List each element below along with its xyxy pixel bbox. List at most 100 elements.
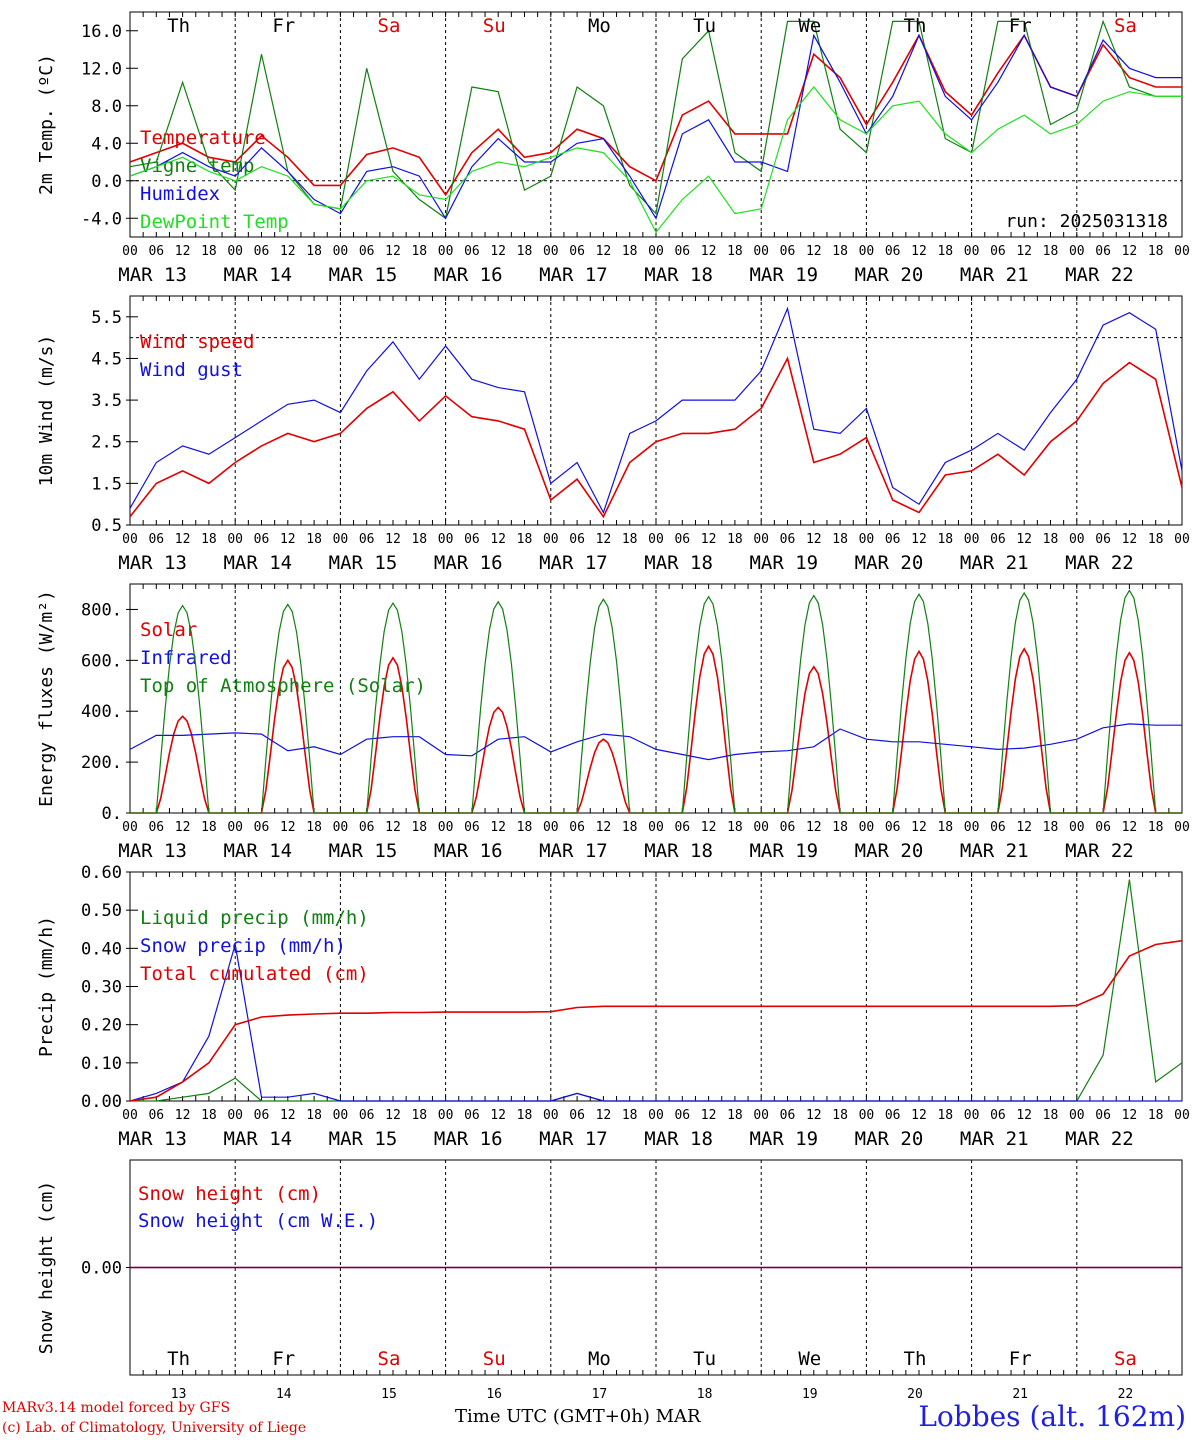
y-axis-label: Precip (mm/h) (36, 916, 57, 1057)
date-label: MAR 19 (749, 840, 818, 862)
hour-tick-label: 18 (411, 1108, 427, 1123)
legend-entry: DewPoint Temp (140, 211, 289, 233)
hour-tick-label: 12 (806, 532, 822, 547)
hour-tick-label: 06 (674, 820, 690, 835)
hour-tick-label: 18 (1043, 1108, 1059, 1123)
hour-tick-label: 18 (622, 244, 638, 259)
hour-tick-label: 06 (780, 532, 796, 547)
hour-tick-label: 06 (254, 244, 270, 259)
hour-tick-label: 12 (175, 532, 191, 547)
hour-tick-label: 18 (727, 1108, 743, 1123)
hour-tick-label: 06 (464, 820, 480, 835)
legend-entry: Snow height (cm) (138, 1183, 321, 1205)
hour-tick-label: 06 (1095, 1108, 1111, 1123)
weekday-label: Fr (1009, 15, 1032, 37)
y-tick-label: 0.0 (91, 172, 122, 192)
day-number-label: 22 (1118, 1387, 1134, 1402)
weekday-label: Sa (1114, 15, 1137, 37)
hour-tick-label: 12 (175, 1108, 191, 1123)
date-label: MAR 22 (1065, 552, 1134, 574)
hour-tick-label: 00 (648, 1108, 664, 1123)
date-label: MAR 21 (960, 1128, 1029, 1150)
hour-tick-label: 18 (937, 1108, 953, 1123)
date-label: MAR 13 (118, 552, 187, 574)
hour-tick-label: 12 (596, 1108, 612, 1123)
station-label: Lobbes (alt. 162m) (918, 1400, 1186, 1433)
hour-tick-label: 18 (727, 820, 743, 835)
hour-tick-label: 00 (438, 1108, 454, 1123)
credit-line-2: (c) Lab. of Climatology, University of L… (2, 1420, 307, 1436)
hour-tick-label: 00 (1174, 532, 1190, 547)
panel-frame (129, 11, 1183, 238)
hour-tick-label: 06 (990, 1108, 1006, 1123)
hour-tick-label: 00 (227, 1108, 243, 1123)
y-axis-label: Energy fluxes (W/m²) (36, 590, 57, 807)
hour-tick-label: 00 (753, 1108, 769, 1123)
legend-entry: Snow height (cm W.E.) (138, 1210, 378, 1232)
hour-tick-label: 12 (1016, 532, 1032, 547)
hour-tick-label: 00 (753, 532, 769, 547)
hour-tick-label: 06 (1095, 820, 1111, 835)
hour-tick-label: 06 (148, 820, 164, 835)
hour-tick-label: 00 (227, 532, 243, 547)
time-axis-title: Time UTC (GMT+0h) MAR (455, 1406, 701, 1427)
hour-tick-label: 12 (701, 1108, 717, 1123)
day-number-label: 17 (592, 1387, 608, 1402)
hour-tick-label: 18 (201, 820, 217, 835)
series-line (129, 723, 1182, 761)
legend-entry: Wind speed (140, 331, 254, 353)
series-line (129, 19, 1182, 220)
date-label: MAR 20 (855, 1128, 924, 1150)
hour-tick-label: 12 (490, 244, 506, 259)
hour-tick-label: 12 (596, 244, 612, 259)
hour-tick-label: 12 (490, 820, 506, 835)
hour-tick-label: 18 (622, 820, 638, 835)
y-tick-label: -4.0 (81, 209, 122, 229)
hour-tick-label: 18 (832, 1108, 848, 1123)
hour-tick-label: 18 (1148, 1108, 1164, 1123)
run-label: run: 2025031318 (1005, 211, 1168, 232)
time-axis-label: Time UTC (GMT+0h) (455, 1406, 650, 1427)
series-line (129, 86, 1182, 234)
y-tick-label: 600. (81, 651, 122, 671)
hour-tick-label: 18 (1043, 820, 1059, 835)
y-tick-label: 0.50 (81, 901, 122, 921)
legend-entry: Snow precip (mm/h) (140, 935, 346, 957)
day-number-label: 19 (802, 1387, 818, 1402)
hour-tick-label: 00 (543, 532, 559, 547)
weekday-label: Sa (378, 1348, 401, 1370)
hour-tick-label: 00 (859, 1108, 875, 1123)
hour-tick-label: 12 (1122, 1108, 1138, 1123)
weekday-label: Sa (378, 15, 401, 37)
hour-tick-label: 12 (280, 532, 296, 547)
legend-entry: Wind gust (140, 359, 243, 381)
hour-tick-label: 00 (964, 820, 980, 835)
hour-tick-label: 00 (227, 244, 243, 259)
hour-tick-label: 12 (280, 1108, 296, 1123)
series-line (129, 306, 1183, 515)
hour-tick-label: 12 (806, 820, 822, 835)
hour-tick-label: 18 (1043, 532, 1059, 547)
y-tick-label: 400. (81, 702, 122, 722)
hour-tick-label: 00 (648, 244, 664, 259)
hour-tick-label: 00 (122, 244, 138, 259)
hour-tick-label: 06 (254, 532, 270, 547)
hour-tick-label: 12 (596, 532, 612, 547)
hour-tick-label: 06 (885, 1108, 901, 1123)
date-label: MAR 14 (223, 264, 292, 286)
hour-tick-label: 18 (306, 1108, 322, 1123)
weekday-label: Fr (272, 15, 295, 37)
date-label: MAR 13 (118, 1128, 187, 1150)
date-label: MAR 15 (329, 552, 398, 574)
day-number-label: 13 (171, 1387, 187, 1402)
date-label: MAR 15 (329, 1128, 398, 1150)
series-line (129, 944, 1182, 1102)
day-number-label: 16 (486, 1387, 502, 1402)
hour-tick-label: 12 (911, 820, 927, 835)
hour-tick-label: 18 (306, 532, 322, 547)
y-tick-label: 0.00 (81, 1259, 122, 1279)
hour-tick-label: 00 (543, 1108, 559, 1123)
hour-tick-label: 00 (964, 1108, 980, 1123)
legend-entry: Humidex (140, 183, 220, 205)
